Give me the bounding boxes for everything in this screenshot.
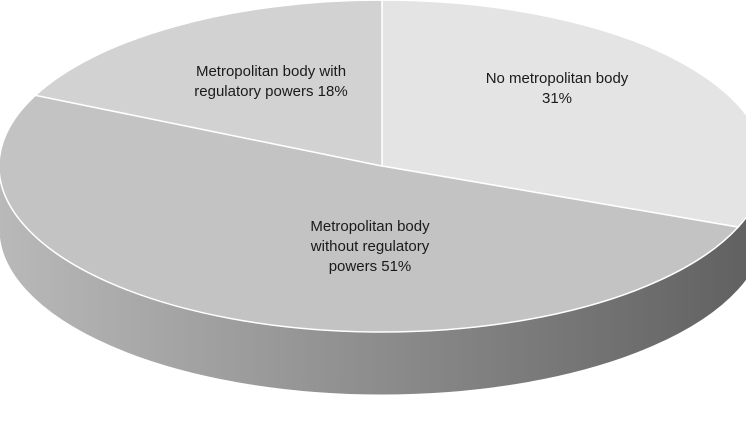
pie-label-no-metropolitan-body: No metropolitan body 31%: [486, 70, 629, 107]
pie-label-line: without regulatory: [310, 238, 430, 255]
pie-label-line: regulatory powers 18%: [194, 83, 347, 100]
pie-label-line: powers 51%: [329, 258, 412, 275]
pie-label-without-regulatory-powers: Metropolitan body without regulatory power…: [310, 218, 430, 275]
pie-slices: [0, 0, 746, 333]
pie-label-line: 31%: [542, 90, 572, 107]
pie-label-line: Metropolitan body: [310, 218, 430, 235]
pie-slice-with-regulatory-powers: [33, 0, 383, 167]
pie-slice-without-regulatory-powers: [0, 94, 740, 333]
pie-slice-no-metropolitan-body: [381, 0, 746, 228]
pie-label-line: No metropolitan body: [486, 70, 629, 87]
pie-labels: No metropolitan body 31% Metropolitan body…: [194, 63, 628, 275]
pie-label-with-regulatory-powers: Metropolitan body with regulatory powers …: [194, 63, 347, 100]
pie-label-line: Metropolitan body with: [196, 63, 346, 80]
